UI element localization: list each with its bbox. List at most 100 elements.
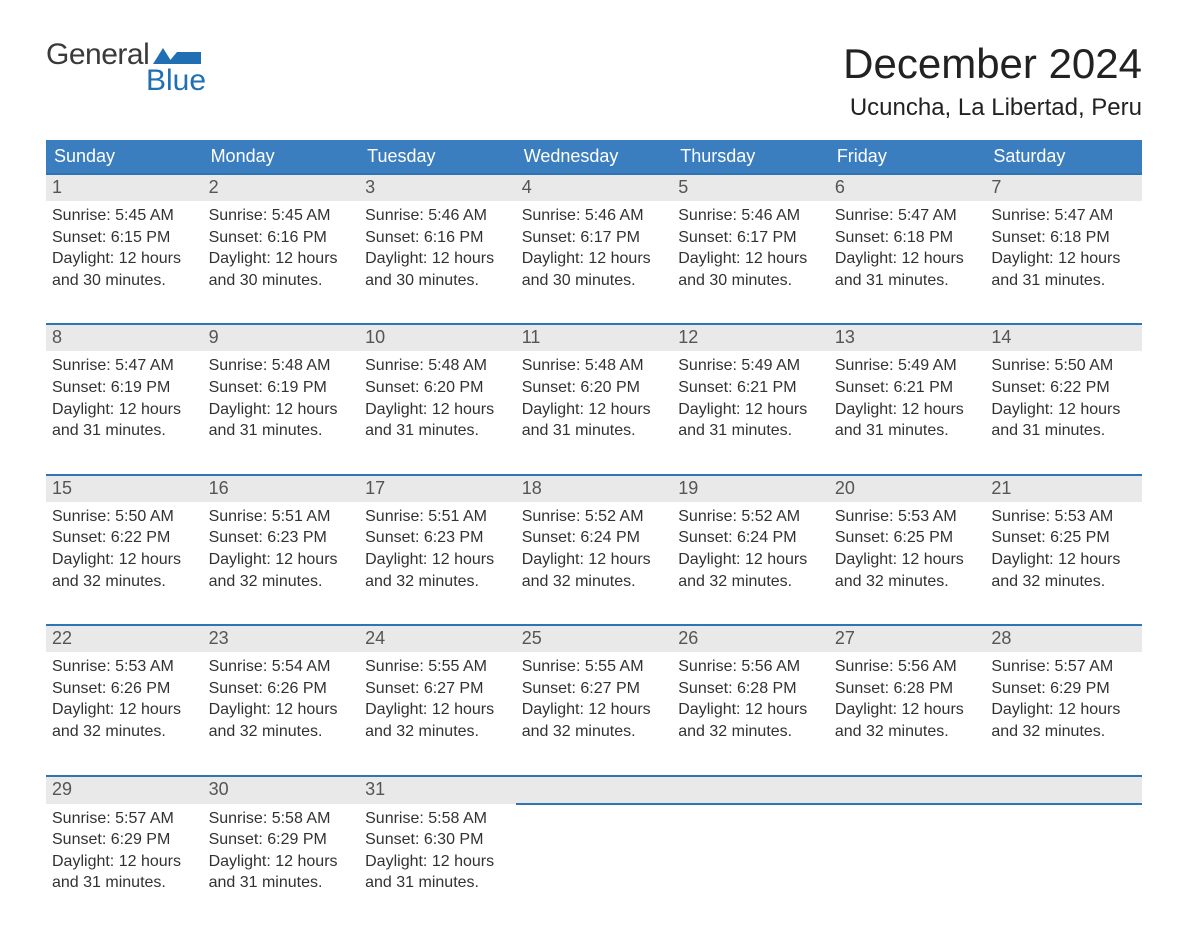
week-daybody-row: Sunrise: 5:47 AMSunset: 6:19 PMDaylight:… bbox=[46, 351, 1142, 459]
week-daybody-row: Sunrise: 5:53 AMSunset: 6:26 PM Daylight:… bbox=[46, 652, 1142, 760]
day-body-cell: Sunrise: 5:48 AMSunset: 6:19 PMDaylight:… bbox=[203, 351, 360, 459]
page-subtitle: Ucuncha, La Libertad, Peru bbox=[843, 94, 1142, 122]
day-info-line: Daylight: 12 hours bbox=[991, 549, 1136, 571]
day-body-cell: Sunrise: 5:47 AMSunset: 6:19 PMDaylight:… bbox=[46, 351, 203, 459]
title-block: December 2024 Ucuncha, La Libertad, Peru bbox=[843, 40, 1142, 122]
day-info-line: Sunset: 6:17 PM bbox=[678, 227, 823, 249]
day-info-line: Sunset: 6:19 PM bbox=[209, 377, 354, 399]
day-header-fri: Friday bbox=[829, 140, 986, 174]
week-separator bbox=[46, 761, 1142, 776]
week-daynum-row: 1234567 bbox=[46, 174, 1142, 201]
day-body-cell: Sunrise: 5:49 AMSunset: 6:21 PMDaylight:… bbox=[672, 351, 829, 459]
day-info-line: and 32 minutes. bbox=[678, 721, 823, 743]
day-body-cell: Sunrise: 5:57 AMSunset: 6:29 PMDaylight:… bbox=[985, 652, 1142, 760]
day-body-cell: Sunrise: 5:46 AMSunset: 6:17 PMDaylight:… bbox=[672, 201, 829, 309]
day-info-line: Sunrise: 5:45 AM bbox=[52, 205, 197, 227]
day-body-cell: Sunrise: 5:47 AMSunset: 6:18 PMDaylight:… bbox=[985, 201, 1142, 309]
brand-logo: General Blue bbox=[46, 40, 206, 96]
day-info-line: Sunset: 6:28 PM bbox=[678, 678, 823, 700]
day-info-line: Sunset: 6:16 PM bbox=[209, 227, 354, 249]
day-info-line: Daylight: 12 hours bbox=[365, 549, 510, 571]
day-number-cell: 7 bbox=[985, 174, 1142, 201]
day-header-sun: Sunday bbox=[46, 140, 203, 174]
day-info-line: Daylight: 12 hours bbox=[52, 399, 197, 421]
day-info-line: Sunrise: 5:47 AM bbox=[991, 205, 1136, 227]
day-info-line: and 31 minutes. bbox=[835, 420, 980, 442]
day-header-tue: Tuesday bbox=[359, 140, 516, 174]
day-number-cell bbox=[829, 776, 986, 804]
day-info-line: and 30 minutes. bbox=[678, 270, 823, 292]
day-info-line: Sunset: 6:17 PM bbox=[522, 227, 667, 249]
day-info-line: Sunset: 6:24 PM bbox=[522, 527, 667, 549]
day-info-line: and 31 minutes. bbox=[209, 872, 354, 894]
day-number-cell: 27 bbox=[829, 625, 986, 652]
day-info-line: and 31 minutes. bbox=[52, 872, 197, 894]
day-number-cell: 16 bbox=[203, 475, 360, 502]
day-info-line: Sunrise: 5:52 AM bbox=[522, 506, 667, 528]
day-number-cell: 3 bbox=[359, 174, 516, 201]
day-body-cell: Sunrise: 5:56 AMSunset: 6:28 PMDaylight:… bbox=[672, 652, 829, 760]
day-info-line: Daylight: 12 hours bbox=[52, 248, 197, 270]
day-info-line: Daylight: 12 hours bbox=[991, 248, 1136, 270]
day-body-cell bbox=[672, 804, 829, 912]
day-body-cell: Sunrise: 5:54 AMSunset: 6:26 PMDaylight:… bbox=[203, 652, 360, 760]
day-info-line: Sunset: 6:16 PM bbox=[365, 227, 510, 249]
day-info-line: and 31 minutes. bbox=[209, 420, 354, 442]
day-body-cell: Sunrise: 5:50 AMSunset: 6:22 PMDaylight:… bbox=[46, 502, 203, 610]
week-daynum-row: 15161718192021 bbox=[46, 475, 1142, 502]
week-daynum-row: 891011121314 bbox=[46, 324, 1142, 351]
day-info-line: Sunset: 6:23 PM bbox=[209, 527, 354, 549]
day-info-line: and 31 minutes. bbox=[678, 420, 823, 442]
week-daybody-row: Sunrise: 5:57 AMSunset: 6:29 PMDaylight:… bbox=[46, 804, 1142, 912]
calendar-body: 1234567Sunrise: 5:45 AMSunset: 6:15 PMDa… bbox=[46, 174, 1142, 912]
header: General Blue December 2024 Ucuncha, La L… bbox=[46, 40, 1142, 122]
day-info-line: Sunrise: 5:51 AM bbox=[365, 506, 510, 528]
day-body-cell: Sunrise: 5:57 AMSunset: 6:29 PMDaylight:… bbox=[46, 804, 203, 912]
day-info-line: and 31 minutes. bbox=[365, 420, 510, 442]
week-daynum-row: 22232425262728 bbox=[46, 625, 1142, 652]
day-info-line: Sunset: 6:26 PM bbox=[52, 678, 197, 700]
day-info-line: and 32 minutes. bbox=[52, 571, 197, 593]
day-header-mon: Monday bbox=[203, 140, 360, 174]
day-info-line: Sunset: 6:24 PM bbox=[678, 527, 823, 549]
day-info-line: Sunset: 6:22 PM bbox=[991, 377, 1136, 399]
day-info-line: and 30 minutes. bbox=[365, 270, 510, 292]
day-body-cell: Sunrise: 5:55 AMSunset: 6:27 PMDaylight:… bbox=[359, 652, 516, 760]
day-body-cell: Sunrise: 5:52 AMSunset: 6:24 PMDaylight:… bbox=[516, 502, 673, 610]
day-body-cell: Sunrise: 5:58 AMSunset: 6:30 PMDaylight:… bbox=[359, 804, 516, 912]
day-info-line: Daylight: 12 hours bbox=[365, 399, 510, 421]
day-info-line: Daylight: 12 hours bbox=[209, 399, 354, 421]
day-info-line: Daylight: 12 hours bbox=[365, 851, 510, 873]
day-info-line: and 31 minutes. bbox=[991, 270, 1136, 292]
day-info-line: Sunset: 6:29 PM bbox=[209, 829, 354, 851]
day-info-line: Sunrise: 5:52 AM bbox=[678, 506, 823, 528]
day-number-cell: 12 bbox=[672, 324, 829, 351]
day-info-line: Daylight: 12 hours bbox=[522, 549, 667, 571]
day-info-line: Daylight: 12 hours bbox=[209, 248, 354, 270]
day-number-cell bbox=[516, 776, 673, 804]
day-info-line: Daylight: 12 hours bbox=[52, 549, 197, 571]
day-info-line: and 32 minutes. bbox=[209, 571, 354, 593]
day-info-line: Sunrise: 5:49 AM bbox=[835, 355, 980, 377]
day-body-cell: Sunrise: 5:49 AMSunset: 6:21 PMDaylight:… bbox=[829, 351, 986, 459]
day-info-line: Sunrise: 5:54 AM bbox=[209, 656, 354, 678]
day-number-cell: 9 bbox=[203, 324, 360, 351]
day-info-line: Daylight: 12 hours bbox=[522, 699, 667, 721]
day-info-line: Daylight: 12 hours bbox=[835, 699, 980, 721]
day-number-cell bbox=[985, 776, 1142, 804]
day-number-cell: 24 bbox=[359, 625, 516, 652]
day-info-line: Sunset: 6:29 PM bbox=[52, 829, 197, 851]
day-number-cell: 6 bbox=[829, 174, 986, 201]
day-body-cell: Sunrise: 5:50 AMSunset: 6:22 PMDaylight:… bbox=[985, 351, 1142, 459]
day-number-cell: 31 bbox=[359, 776, 516, 804]
day-info-line: and 31 minutes. bbox=[522, 420, 667, 442]
day-info-line: Sunset: 6:20 PM bbox=[365, 377, 510, 399]
day-info-line: Sunset: 6:30 PM bbox=[365, 829, 510, 851]
day-number-cell: 22 bbox=[46, 625, 203, 652]
day-body-cell: Sunrise: 5:56 AMSunset: 6:28 PMDaylight:… bbox=[829, 652, 986, 760]
day-body-cell: Sunrise: 5:51 AMSunset: 6:23 PMDaylight:… bbox=[203, 502, 360, 610]
day-info-line: Sunrise: 5:53 AM bbox=[52, 656, 197, 678]
day-info-line: Sunset: 6:29 PM bbox=[991, 678, 1136, 700]
day-info-line: Sunrise: 5:58 AM bbox=[209, 808, 354, 830]
day-number-cell: 26 bbox=[672, 625, 829, 652]
